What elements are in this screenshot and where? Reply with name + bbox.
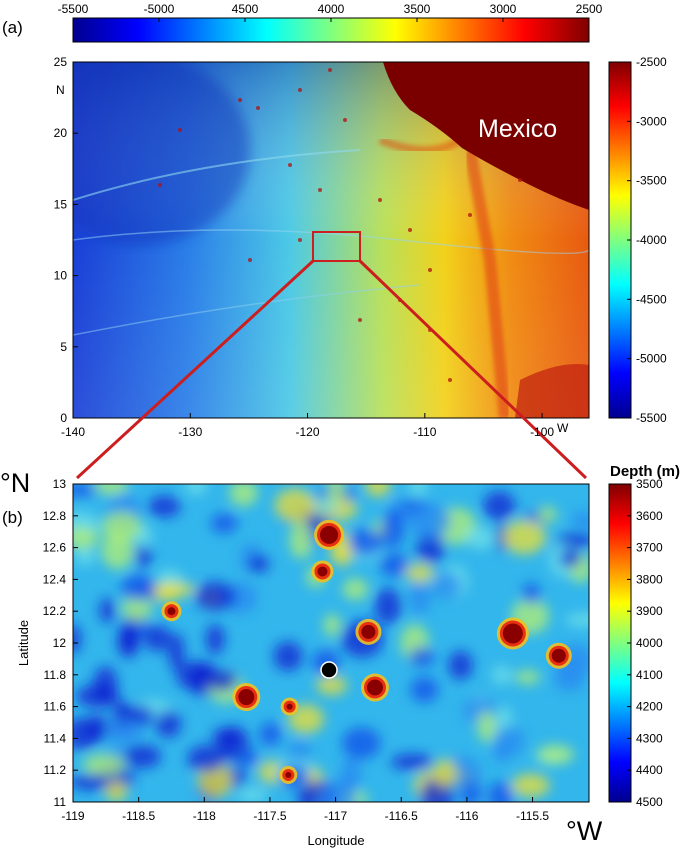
panel-b-colorbar-tick: 4300 xyxy=(636,731,663,745)
panel-b-x-tick: -115.5 xyxy=(516,809,549,823)
panel-b-y-tick: 12.2 xyxy=(43,604,67,618)
top-colorbar-tick: 4000 xyxy=(318,2,345,16)
top-colorbar-tick: -5500 xyxy=(58,2,89,16)
panel-b-colorbar: Depth (m) 3500 3600 3700 3800 3900 4000 4100 42… xyxy=(608,463,680,809)
site-marker xyxy=(320,661,338,679)
panel-b-y-label: Latitude xyxy=(16,620,31,666)
panel-a-label: (a) xyxy=(2,18,23,37)
panel-b-colorbar-tick: 3700 xyxy=(636,541,663,555)
panel-a-x-unit: W xyxy=(557,421,569,435)
top-colorbar-tick: 2500 xyxy=(576,2,603,16)
panel-b-colorbar-tick: 3900 xyxy=(636,604,663,618)
panel-a-x-tick: -130 xyxy=(178,425,202,439)
depth-colorbar-title: Depth (m) xyxy=(610,463,680,480)
panel-b-x-tick: -116.5 xyxy=(385,809,418,823)
panel-b-colorbar-tick: 3800 xyxy=(636,572,663,586)
panel-b-colorbar-tick: 3600 xyxy=(636,509,663,523)
panel-a-colorbar-tick: -3000 xyxy=(636,114,667,128)
panel-b-y-tick: 11.4 xyxy=(44,731,67,745)
panel-b-x-tick: -117.5 xyxy=(253,809,286,823)
panel-b-colorbar-tick: 4500 xyxy=(636,795,663,809)
panel-a-colorbar-tick: -5500 xyxy=(636,411,667,425)
panel-b-axes: 1312.812.612.412.21211.811.611.411.211-1… xyxy=(43,477,550,823)
panel-b-label: (b) xyxy=(2,508,23,527)
panel-a-x-tick: -120 xyxy=(296,425,320,439)
panel-b-y-tick: 11.6 xyxy=(44,700,67,714)
connector-line-right xyxy=(358,259,588,480)
top-colorbar-tick: 3000 xyxy=(490,2,517,16)
panel-b-colorbar-tick: 3500 xyxy=(636,477,663,491)
panel-b-y-tick: 11.2 xyxy=(44,763,67,777)
panel-b-map xyxy=(73,484,589,802)
top-colorbar-tick: -5000 xyxy=(144,2,175,16)
top-colorbar: -5500 -5000 4500 4000 3500 3000 2500 xyxy=(58,2,603,43)
panel-a-axes: 25 20 15 10 5 0-140 -130 -120 -110 -100 xyxy=(54,55,555,439)
panel-b-x-tick: -117 xyxy=(324,809,347,823)
panel-a-y-tick: 10 xyxy=(54,269,68,283)
panel-b-y-tick: 11 xyxy=(54,795,67,809)
panel-b-y-tick: 12 xyxy=(53,636,67,650)
panel-b-colorbar-tick: 4200 xyxy=(636,700,663,714)
panel-b-lon-unit: °W xyxy=(566,816,603,846)
panel-b-x-tick: -116 xyxy=(455,809,478,823)
panel-a-x-tick: -140 xyxy=(61,425,85,439)
panel-b-colorbar-tick: 4000 xyxy=(636,636,663,650)
panel-b-y-tick: 12.8 xyxy=(43,509,67,523)
panel-b-x-tick: -118 xyxy=(193,809,216,823)
panel-a-y-tick: 0 xyxy=(60,411,67,425)
panel-a-colorbar-tick: -2500 xyxy=(636,55,667,69)
panel-a-frame xyxy=(72,61,590,419)
panel-b-x-tick: -118.5 xyxy=(122,809,155,823)
panel-b-y-tick: 13 xyxy=(53,477,67,491)
panel-b-colorbar-tick: 4100 xyxy=(636,668,663,682)
panel-b-x-tick: -119 xyxy=(61,809,84,823)
panel-b-x-label: Longitude xyxy=(307,833,364,848)
panel-b-colorbar-tick: 4400 xyxy=(636,763,663,777)
panel-a-y-tick: 20 xyxy=(54,126,68,140)
top-colorbar-tick: 4500 xyxy=(232,2,259,16)
panel-a-y-tick: 15 xyxy=(54,197,68,211)
mexico-label: Mexico xyxy=(478,115,557,143)
panel-a-map xyxy=(73,62,589,418)
panel-a-x-tick: -100 xyxy=(530,425,554,439)
panel-a-colorbar-tick: -5000 xyxy=(636,352,667,366)
panel-a-y-tick: 5 xyxy=(60,340,67,354)
panel-b-y-tick: 12.6 xyxy=(43,541,67,555)
panel-b-y-tick: 12.4 xyxy=(43,572,67,586)
panel-a-x-tick: -110 xyxy=(413,425,436,439)
panel-a-colorbar: -2500 -3000 -3500 -4000 -4500 -5000 -5500 xyxy=(608,55,667,425)
panel-a-y-tick: 25 xyxy=(54,55,68,69)
connector-line-left xyxy=(75,259,315,480)
top-colorbar-tick: 3500 xyxy=(404,2,431,16)
panel-b-lat-unit: °N xyxy=(0,468,30,498)
panel-a-y-unit: N xyxy=(56,83,65,97)
panel-a-colorbar-tick: -3500 xyxy=(636,174,667,188)
inset-box xyxy=(312,231,361,262)
panel-b-y-tick: 11.8 xyxy=(44,668,67,682)
panel-a-colorbar-tick: -4000 xyxy=(636,233,667,247)
panel-a-colorbar-tick: -4500 xyxy=(636,292,667,306)
